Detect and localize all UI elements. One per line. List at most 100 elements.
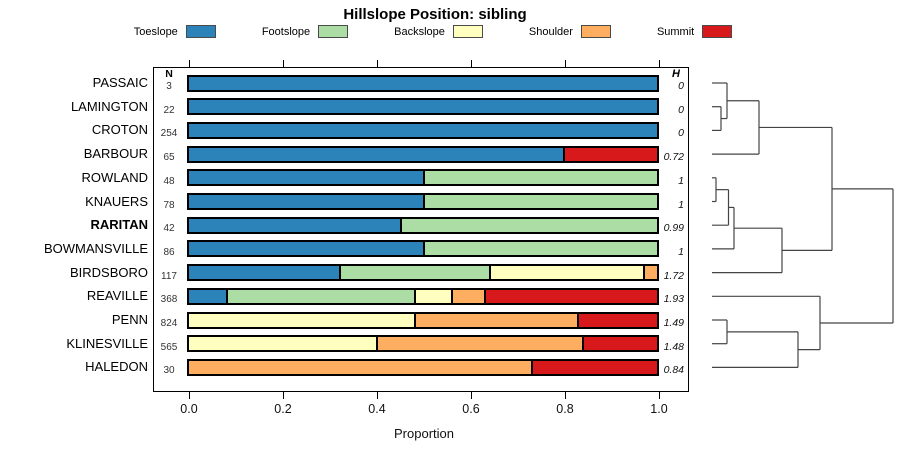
axis-tick-label: 0.6 (462, 402, 480, 416)
bar-segment-footslope (399, 218, 657, 232)
row-label: LAMINGTON (70, 98, 148, 114)
stacked-bar (187, 169, 659, 187)
stacked-bar (187, 287, 659, 305)
n-value: 565 (160, 341, 178, 353)
bar-segment-toeslope (189, 195, 423, 208)
axis-tick (189, 392, 190, 399)
row-label: REAVILLE (86, 288, 148, 304)
chart-title: Hillslope Position: sibling (343, 6, 527, 23)
legend-item-label: Shoulder (528, 25, 573, 38)
axis-tick (659, 60, 660, 67)
legend-item-label: Summit (656, 25, 695, 38)
bar-segment-toeslope (189, 289, 227, 303)
axis-tick (189, 60, 190, 67)
bar-segment-footslope (226, 289, 414, 303)
row-label: ROWLAND (81, 169, 148, 185)
n-value: 3 (166, 81, 172, 92)
bar-segment-toeslope (189, 242, 423, 256)
stacked-bar (187, 264, 659, 282)
stacked-bar (187, 358, 659, 376)
bar-segment-toeslope (189, 218, 400, 232)
bar-segment-shoulder (376, 337, 583, 351)
n-value: 368 (160, 294, 178, 306)
row-label: KLINESVILLE (66, 335, 148, 351)
n-value: 30 (163, 365, 175, 377)
n-value: 65 (163, 152, 175, 164)
h-value: 0 (678, 127, 684, 140)
bar-segment-shoulder (642, 266, 657, 280)
bar-segment-summit (582, 337, 657, 351)
legend-item-backslope: Backslope (394, 25, 483, 38)
h-value: 1.49 (663, 317, 684, 329)
row-label: PASSAIC (92, 75, 148, 90)
h-value: 1.48 (663, 340, 684, 353)
axis-tick (565, 60, 566, 67)
h-value: 0 (678, 80, 684, 92)
legend-item-toeslope: Toeslope (134, 25, 216, 38)
axis-tick (283, 60, 284, 67)
bar-segment-shoulder (451, 289, 484, 303)
bar-segment-summit (563, 147, 657, 161)
h-value: 1.93 (663, 293, 684, 306)
bar-segment-backslope (488, 266, 643, 280)
bar-segment-footslope (338, 266, 489, 280)
row-label: RARITAN (90, 217, 148, 233)
legend-item-summit: Summit (656, 25, 733, 38)
stacked-bar (187, 193, 659, 210)
h-column-header: H (672, 68, 680, 80)
n-value: 86 (163, 246, 175, 258)
bar-segment-footslope (423, 242, 657, 256)
bar-segment-backslope (189, 337, 377, 351)
axis-tick-label: 0.0 (180, 402, 198, 416)
bar-segment-toeslope (189, 76, 657, 90)
legend-swatch-icon (580, 25, 611, 38)
row-label: CROTON (91, 122, 148, 138)
n-value: 824 (160, 318, 178, 329)
row-label: KNAUERS (85, 193, 148, 209)
stacked-bar (187, 216, 659, 234)
plot-area-border (153, 67, 689, 392)
bar-segment-toeslope (189, 100, 657, 114)
bar-segment-summit (577, 313, 657, 327)
bar-segment-toeslope (189, 123, 657, 137)
axis-tick-label: 0.4 (368, 402, 386, 416)
stacked-bar (187, 145, 659, 163)
stacked-bar (187, 74, 659, 92)
bar-segment-toeslope (189, 266, 339, 280)
legend-item-footslope: Footslope (262, 25, 349, 38)
legend-item-shoulder: Shoulder (529, 25, 611, 38)
legend-swatch-icon (702, 25, 733, 38)
stacked-bar (187, 240, 659, 258)
bar-segment-toeslope (189, 171, 423, 185)
axis-tick (377, 392, 378, 399)
axis-tick (377, 60, 378, 67)
h-value: 0.99 (663, 222, 684, 235)
row-label: BARBOUR (83, 146, 148, 162)
stacked-bar (187, 98, 659, 116)
row-label: BIRDSBORO (69, 264, 148, 280)
n-value: 254 (160, 128, 178, 140)
stacked-bar (187, 311, 659, 329)
n-value: 48 (163, 175, 175, 187)
bar-segment-shoulder (413, 313, 578, 327)
bar-segment-summit (530, 360, 657, 374)
bar-segment-shoulder (189, 360, 531, 374)
n-column-header: N (165, 68, 173, 80)
bar-segment-toeslope (189, 147, 564, 161)
bar-segment-footslope (423, 195, 657, 208)
bar-segment-summit (483, 289, 657, 303)
row-label: BOWMANSVILLE (43, 240, 148, 256)
stacked-bar (187, 335, 659, 353)
legend-swatch-icon (318, 25, 349, 38)
axis-tick-label: 1.0 (650, 402, 668, 416)
stacked-bar (187, 121, 659, 139)
h-value: 1 (678, 174, 684, 187)
axis-tick (471, 392, 472, 399)
axis-tick-label: 0.2 (274, 402, 292, 416)
row-label: PENN (111, 312, 148, 327)
legend: Toeslope Footslope Backslope Shoulder Summit (0, 25, 866, 38)
axis-tick (565, 392, 566, 399)
x-axis-label: Proportion (394, 426, 454, 441)
